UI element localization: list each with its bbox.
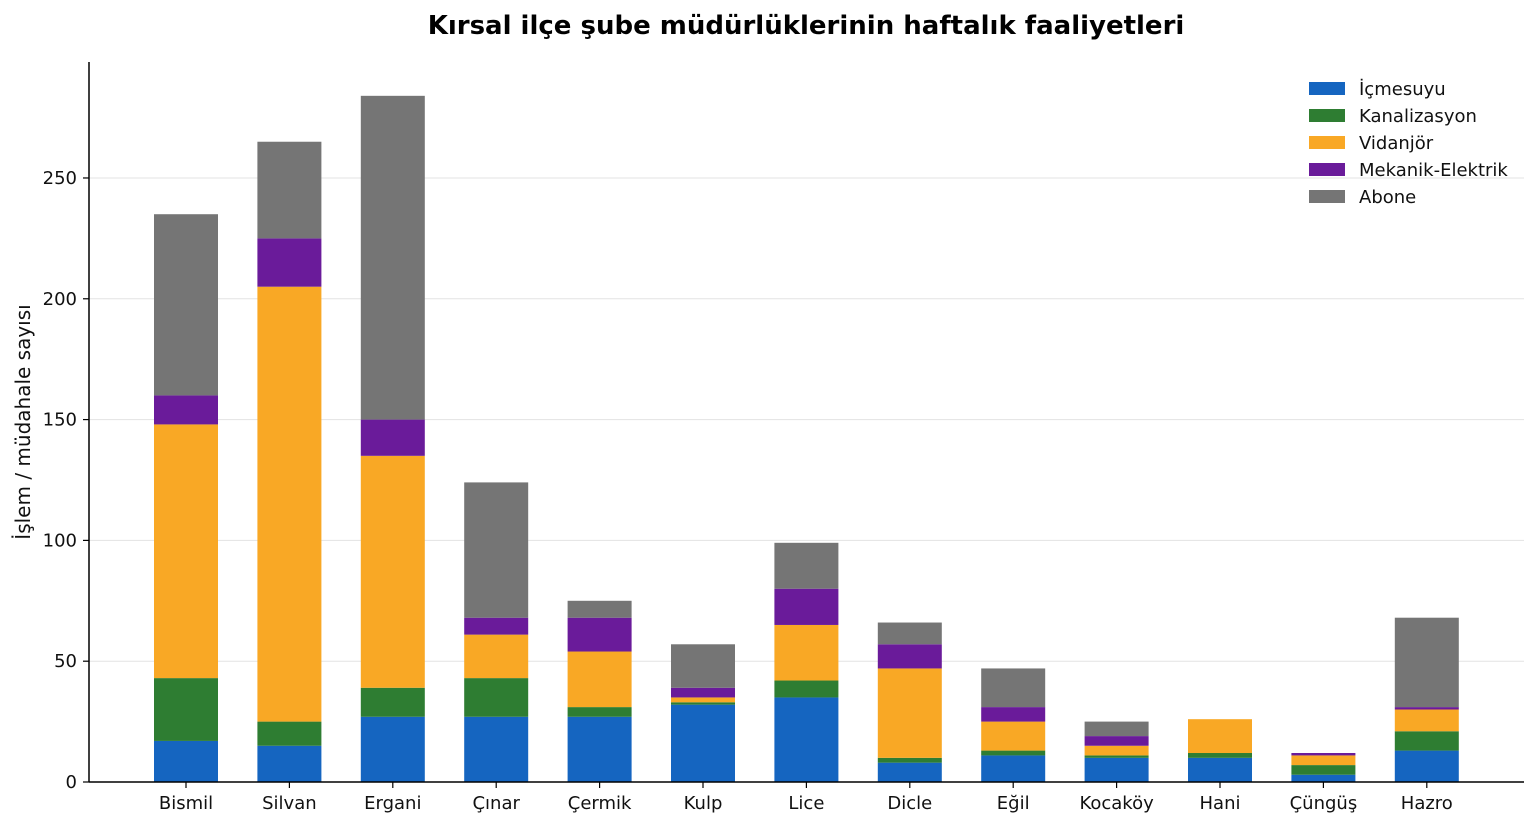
- x-tick-label: Kulp: [684, 793, 723, 814]
- bar-segment: [671, 687, 735, 698]
- legend-entry: Abone: [1359, 187, 1416, 208]
- x-tick-label: Çermik: [568, 793, 632, 814]
- x-tick-label: Hani: [1200, 793, 1241, 814]
- legend-swatch: [1309, 82, 1345, 95]
- bar-segment: [774, 624, 839, 681]
- bar-segment: [567, 617, 632, 652]
- bar-segment: [774, 542, 839, 589]
- bar-segment: [1084, 755, 1149, 758]
- bar-segment: [877, 757, 942, 763]
- x-tick-label: Dicle: [887, 793, 932, 814]
- y-axis-label: İşlem / müdahale sayısı: [11, 304, 35, 539]
- legend-entry: İçmesuyu: [1359, 79, 1446, 100]
- bar-segment: [154, 395, 218, 425]
- bar-segment: [1394, 709, 1459, 732]
- bar-segment: [464, 482, 529, 618]
- bar-segment: [1291, 774, 1356, 782]
- bar-segment: [257, 721, 322, 746]
- x-tick-label: Lice: [788, 793, 824, 814]
- legend-entry: Vidanjör: [1359, 133, 1434, 154]
- bar-segment: [877, 762, 942, 782]
- gridlines: [89, 177, 1524, 662]
- y-ticks: 0 50 100 150 200 250: [43, 168, 89, 793]
- bar-segment: [154, 424, 218, 679]
- bar-segment: [360, 716, 425, 782]
- bar-segment: [1291, 755, 1356, 766]
- bar-segment: [257, 745, 322, 782]
- bar-segment: [154, 678, 218, 741]
- x-ticks: Bismil Silvan Ergani Çınar Çermik Kulp Lice Dic…: [159, 782, 1453, 814]
- bar-segment: [464, 716, 529, 782]
- legend-swatch: [1309, 136, 1345, 149]
- bar-segment: [1084, 721, 1149, 737]
- x-tick-label: Ergani: [364, 793, 421, 814]
- bar-segment: [671, 644, 735, 688]
- bar-segment: [464, 678, 529, 717]
- bar-segment: [774, 588, 839, 625]
- x-tick-label: Kocaköy: [1079, 793, 1154, 814]
- x-tick-label: Çüngüş: [1290, 793, 1358, 814]
- bar-segment: [360, 95, 425, 420]
- bars: [154, 95, 1459, 782]
- bar-segment: [981, 707, 1046, 722]
- legend-entry: Kanalizasyon: [1359, 106, 1477, 127]
- bar-segment: [877, 644, 942, 669]
- y-tick-label: 200: [43, 289, 77, 310]
- bar-segment: [257, 286, 322, 722]
- x-tick-label: Silvan: [262, 793, 317, 814]
- y-tick-label: 100: [43, 530, 77, 551]
- legend-swatch: [1309, 163, 1345, 176]
- y-tick-label: 250: [43, 168, 77, 189]
- chart-title: Kırsal ilçe şube müdürlüklerinin haftalı…: [428, 11, 1185, 41]
- bar-segment: [1394, 750, 1459, 782]
- bar-segment: [1394, 707, 1459, 710]
- bar-segment: [1084, 736, 1149, 746]
- bar-segment: [1291, 765, 1356, 775]
- x-tick-label: Eğil: [997, 793, 1030, 814]
- y-tick-label: 150: [43, 410, 77, 431]
- bar-segment: [154, 740, 218, 782]
- legend-swatch: [1309, 109, 1345, 122]
- y-tick-label: 50: [54, 651, 77, 672]
- bar-segment: [981, 755, 1046, 782]
- bar-segment: [567, 707, 632, 717]
- bar-segment: [257, 141, 322, 239]
- bar-segment: [774, 697, 839, 782]
- bar-segment: [360, 687, 425, 717]
- bar-segment: [464, 634, 529, 679]
- legend: İçmesuyu Kanalizasyon Vidanjör Mekanik-Elek…: [1309, 79, 1508, 208]
- bar-segment: [360, 455, 425, 688]
- bar-segment: [464, 617, 529, 635]
- bar-segment: [1188, 753, 1252, 758]
- x-tick-label: Bismil: [159, 793, 213, 814]
- bar-segment: [567, 600, 632, 618]
- bar-segment: [1188, 719, 1252, 754]
- bar-segment: [567, 716, 632, 782]
- legend-entry: Mekanik-Elektrik: [1359, 160, 1508, 181]
- bar-segment: [671, 702, 735, 705]
- bar-segment: [1394, 731, 1459, 751]
- bar-segment: [1084, 757, 1149, 782]
- bar-segment: [981, 668, 1046, 708]
- y-tick-label: 0: [66, 772, 77, 793]
- bar-segment: [1291, 753, 1356, 756]
- bar-segment: [877, 622, 942, 645]
- x-tick-label: Çınar: [472, 793, 520, 814]
- bar-segment: [257, 238, 322, 287]
- bar-segment: [981, 750, 1046, 756]
- legend-swatch: [1309, 190, 1345, 203]
- bar-segment: [774, 680, 839, 698]
- bar-segment: [1394, 617, 1459, 708]
- bar-segment: [877, 668, 942, 758]
- bar-segment: [671, 704, 735, 782]
- bar-segment: [567, 651, 632, 708]
- x-tick-label: Hazro: [1401, 793, 1453, 814]
- bar-segment: [1084, 745, 1149, 756]
- bar-segment: [671, 697, 735, 703]
- bar-segment: [1188, 757, 1252, 782]
- bar-segment: [981, 721, 1046, 751]
- bar-segment: [360, 419, 425, 456]
- bar-segment: [154, 214, 218, 396]
